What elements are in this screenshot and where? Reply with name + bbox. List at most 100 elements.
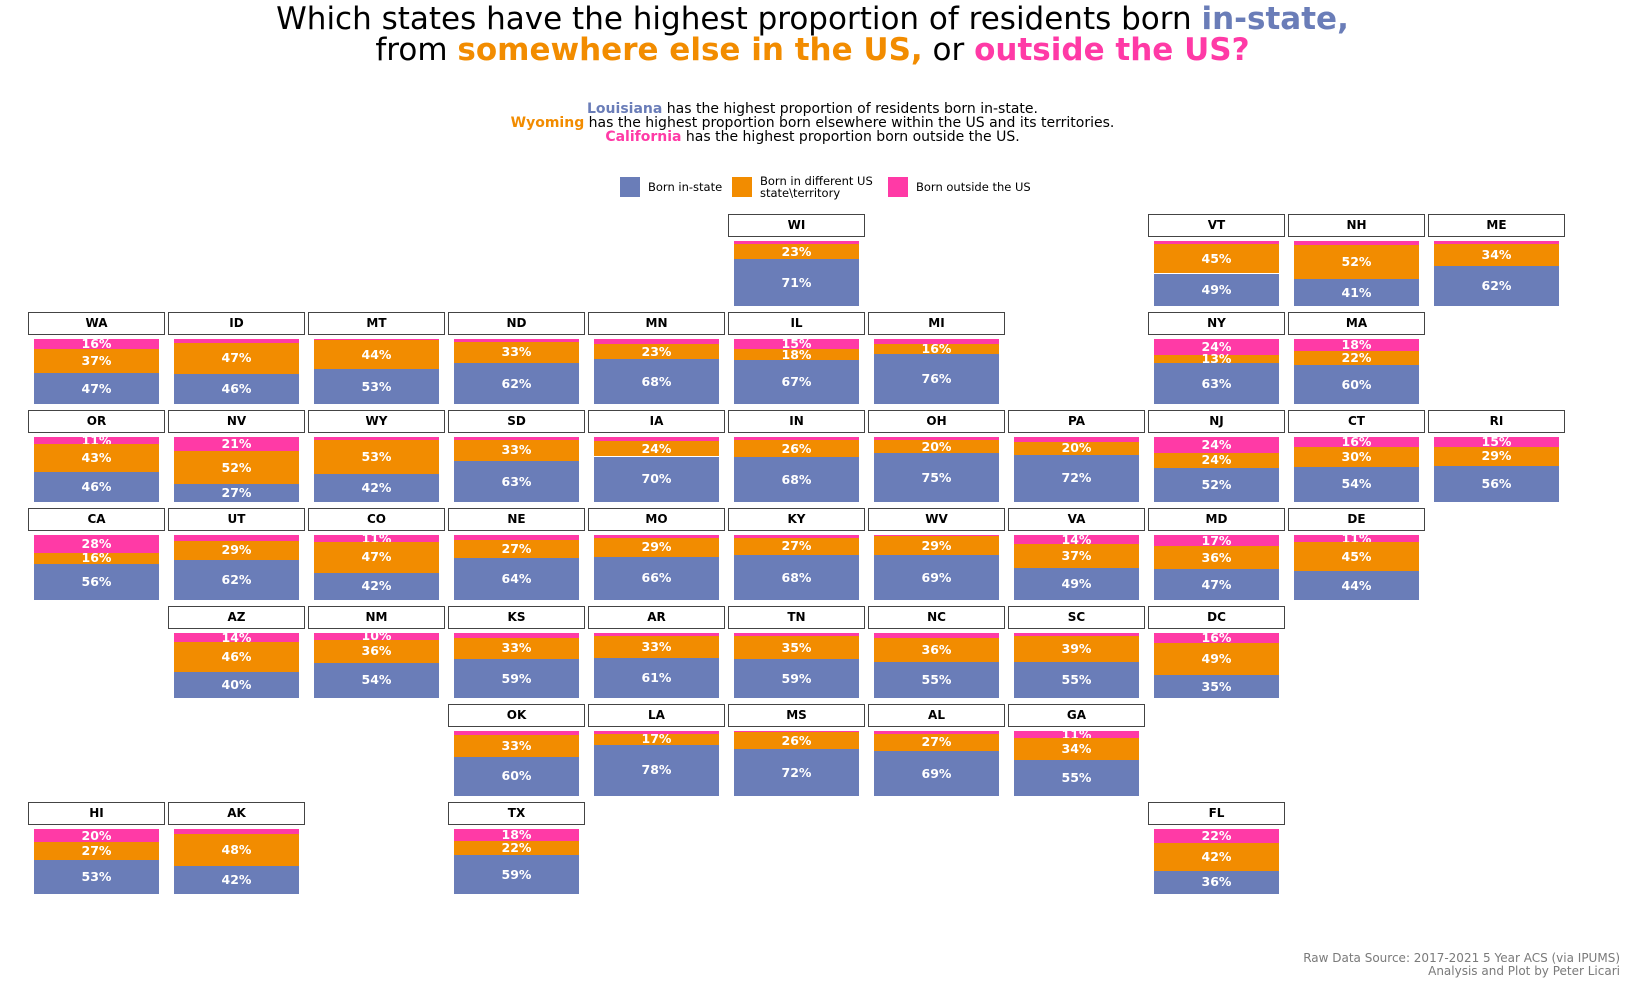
stacked-bar: 33% 62%	[454, 339, 579, 404]
state-tile-sc: SC 39% 55%	[1008, 606, 1145, 698]
bar-value-label: 34%	[1481, 246, 1512, 262]
bar-value-label: 26%	[781, 440, 812, 456]
bar-value-label: 54%	[361, 672, 392, 688]
state-label: SD	[448, 410, 585, 433]
stacked-bar: 11% 34% 55%	[1014, 726, 1139, 796]
state-tile-wa: WA 16% 37% 47%	[28, 312, 165, 404]
bar-value-label: 35%	[781, 639, 812, 655]
state-label: WY	[308, 410, 445, 433]
bar-segment-outside	[594, 535, 719, 538]
bar-segment-outside: 14%	[1014, 531, 1139, 547]
state-label: NH	[1288, 214, 1425, 237]
bar-segment-in-state: 36%	[1154, 870, 1279, 894]
legend-label-other-us: Born in different US state\territory	[760, 174, 873, 200]
state-label: IA	[588, 410, 725, 433]
stacked-bar: 24% 70%	[594, 437, 719, 502]
bar-value-label: 14%	[1061, 531, 1092, 547]
stacked-bar: 27% 64%	[454, 535, 579, 600]
bar-value-label: 47%	[81, 380, 112, 396]
bar-segment-other-us: 37%	[1014, 544, 1139, 569]
stacked-bar: 15% 18% 67%	[734, 336, 859, 404]
state-tile-ut: UT 29% 62%	[168, 508, 305, 600]
bar-value-label: 48%	[221, 842, 252, 858]
bar-segment-other-us: 23%	[594, 344, 719, 360]
bar-segment-other-us: 45%	[1154, 243, 1279, 274]
bar-value-label: 39%	[1061, 641, 1092, 657]
bar-segment-other-us: 34%	[1014, 738, 1139, 761]
bar-value-label: 46%	[221, 649, 252, 665]
bar-value-label: 27%	[81, 842, 112, 858]
stacked-bar: 35% 59%	[734, 633, 859, 698]
bar-segment-outside: 16%	[1154, 631, 1279, 645]
bar-segment-in-state: 59%	[454, 855, 579, 894]
bar-value-label: 59%	[501, 670, 532, 686]
bar-segment-outside	[594, 339, 719, 345]
bar-segment-other-us: 34%	[1434, 243, 1559, 266]
state-tile-ok: OK 33% 60%	[448, 704, 585, 796]
bar-segment-in-state: 55%	[1014, 760, 1139, 796]
bar-value-label: 47%	[221, 350, 252, 366]
legend-swatch-in-state	[620, 177, 640, 197]
state-tile-tx: TX 18% 22% 59%	[448, 802, 585, 894]
bar-segment-outside: 18%	[454, 827, 579, 841]
state-tile-ct: CT 16% 30% 54%	[1288, 410, 1425, 502]
bar-segment-outside	[874, 731, 999, 734]
bar-segment-in-state: 62%	[454, 363, 579, 404]
bar-value-label: 72%	[781, 764, 812, 780]
stacked-bar: 27% 68%	[734, 535, 859, 600]
state-tile-la: LA 17% 78%	[588, 704, 725, 796]
bar-value-label: 37%	[81, 353, 112, 369]
stacked-bar: 27% 69%	[874, 731, 999, 796]
bar-segment-outside: 18%	[1294, 337, 1419, 351]
source-line-1: Raw Data Source: 2017-2021 5 Year ACS (v…	[1303, 951, 1620, 965]
state-label: WI	[728, 214, 865, 237]
source-note: Raw Data Source: 2017-2021 5 Year ACS (v…	[1303, 952, 1620, 978]
bar-segment-other-us: 52%	[1294, 244, 1419, 280]
bar-segment-outside	[454, 339, 579, 342]
bar-segment-in-state: 42%	[314, 572, 439, 600]
bar-value-label: 16%	[81, 336, 112, 352]
legend-label-in-state: Born in-state	[648, 180, 723, 194]
bar-value-label: 24%	[1201, 436, 1232, 452]
stacked-bar: 20% 75%	[874, 437, 999, 502]
bar-segment-outside	[454, 535, 579, 541]
stacked-bar: 44% 53%	[314, 339, 439, 404]
bar-segment-outside	[874, 633, 999, 639]
bar-segment-outside	[734, 633, 859, 637]
bar-segment-in-state: 71%	[734, 259, 859, 306]
bar-segment-outside: 15%	[734, 336, 859, 350]
bar-value-label: 52%	[1201, 477, 1232, 493]
stacked-bar: 24% 13% 63%	[1154, 339, 1279, 404]
state-tile-oh: OH 20% 75%	[868, 410, 1005, 502]
state-tile-va: VA 14% 37% 49%	[1008, 508, 1145, 600]
bar-segment-other-us: 45%	[1294, 542, 1419, 572]
bar-value-label: 42%	[221, 872, 252, 888]
bar-segment-other-us: 33%	[454, 341, 579, 364]
bar-segment-other-us: 36%	[314, 639, 439, 663]
bar-value-label: 17%	[1201, 532, 1232, 548]
bar-segment-other-us: 22%	[454, 841, 579, 856]
bar-value-label: 53%	[361, 378, 392, 394]
bar-value-label: 20%	[81, 827, 112, 843]
state-label: MD	[1148, 508, 1285, 531]
bar-value-label: 49%	[1201, 281, 1232, 297]
bar-segment-outside: 15%	[1434, 434, 1559, 448]
bar-segment-in-state: 55%	[1014, 661, 1139, 698]
bar-segment-other-us: 42%	[1154, 843, 1279, 871]
bar-value-label: 11%	[1061, 726, 1092, 742]
bar-segment-other-us: 29%	[1434, 446, 1559, 466]
bar-value-label: 55%	[921, 671, 952, 687]
bar-segment-in-state: 63%	[454, 461, 579, 502]
bar-value-label: 22%	[1201, 828, 1232, 844]
state-tile-wv: WV 29% 69%	[868, 508, 1005, 600]
state-tile-sd: SD 33% 63%	[448, 410, 585, 502]
bar-value-label: 36%	[361, 643, 392, 659]
stacked-bar: 33% 60%	[454, 731, 579, 796]
bar-segment-in-state: 42%	[174, 866, 299, 894]
stacked-bar: 17% 78%	[594, 731, 719, 796]
bar-segment-other-us: 29%	[174, 540, 299, 560]
state-label: SC	[1008, 606, 1145, 629]
bar-segment-in-state: 49%	[1014, 568, 1139, 600]
title-line2-highlight-us: somewhere else in the US,	[457, 32, 923, 68]
bar-value-label: 41%	[1341, 284, 1372, 300]
